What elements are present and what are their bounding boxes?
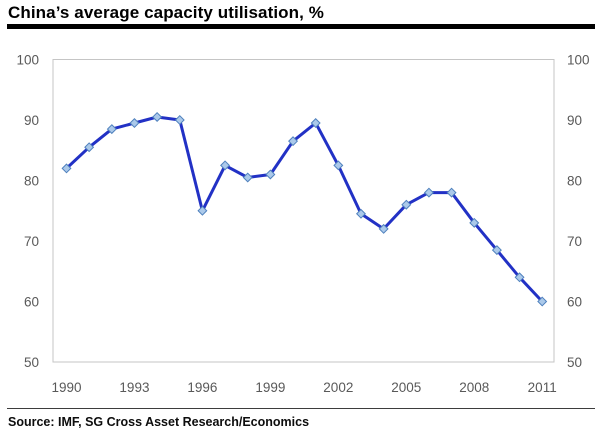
x-axis-tick-label: 1996: [187, 380, 217, 395]
y-axis-tick-label-left: 80: [24, 173, 39, 188]
data-point-marker: [84, 142, 95, 153]
data-point-marker: [242, 172, 253, 183]
y-axis-tick-label-left: 70: [24, 234, 39, 249]
y-axis-tick-label-left: 60: [24, 294, 39, 309]
data-point-marker: [129, 118, 140, 129]
data-point-marker: [378, 223, 389, 234]
y-axis-tick-label-right: 50: [567, 355, 582, 370]
y-axis-tick-label-right: 90: [567, 113, 582, 128]
data-point-marker: [152, 111, 163, 122]
data-point-marker: [61, 163, 72, 174]
chart-title: China’s average capacity utilisation, %: [8, 3, 324, 22]
x-axis-tick-label: 2005: [391, 380, 421, 395]
data-point-marker: [333, 160, 344, 171]
data-point-marker: [197, 205, 208, 216]
x-axis-tick-label: 2002: [323, 380, 353, 395]
source-rule: [7, 408, 595, 410]
data-point-marker: [106, 124, 117, 135]
data-point-marker: [220, 160, 231, 171]
data-point-marker: [491, 245, 502, 256]
y-axis-tick-label-right: 100: [567, 52, 590, 67]
data-point-marker: [401, 199, 412, 210]
y-axis-tick-label-right: 80: [567, 173, 582, 188]
y-axis-tick-label-right: 60: [567, 294, 582, 309]
data-point-marker: [310, 118, 321, 129]
data-point-marker: [288, 136, 299, 147]
x-axis-tick-label: 1999: [255, 380, 285, 395]
data-point-marker: [174, 114, 185, 126]
y-axis-tick-label-left: 50: [24, 355, 39, 370]
plot-border: [52, 59, 555, 363]
source-note: Source: IMF, SG Cross Asset Research/Eco…: [8, 415, 310, 429]
data-point-marker: [469, 217, 480, 228]
series-line: [65, 115, 544, 303]
line-chart-canvas: 50 50 60 60 70 70 80 80 90 90 100 100 1990 1993 1996 19…: [16, 52, 590, 395]
x-axis-tick-label: 1990: [51, 380, 81, 395]
data-point-marker: [265, 169, 276, 180]
x-axis-tick-label: 2011: [528, 380, 557, 395]
y-axis-tick-label-left: 90: [24, 113, 39, 128]
data-point-marker: [423, 187, 434, 198]
data-point-marker: [514, 272, 525, 283]
data-point-marker: [446, 187, 457, 198]
x-axis-tick-label: 1993: [119, 380, 149, 395]
x-axis-tick-label: 2008: [459, 380, 489, 395]
title-rule: [7, 24, 595, 29]
y-axis-tick-label-right: 70: [567, 234, 582, 249]
data-point-marker: [355, 208, 366, 219]
data-point-marker: [537, 296, 548, 307]
y-axis-tick-label-left: 100: [16, 52, 39, 67]
